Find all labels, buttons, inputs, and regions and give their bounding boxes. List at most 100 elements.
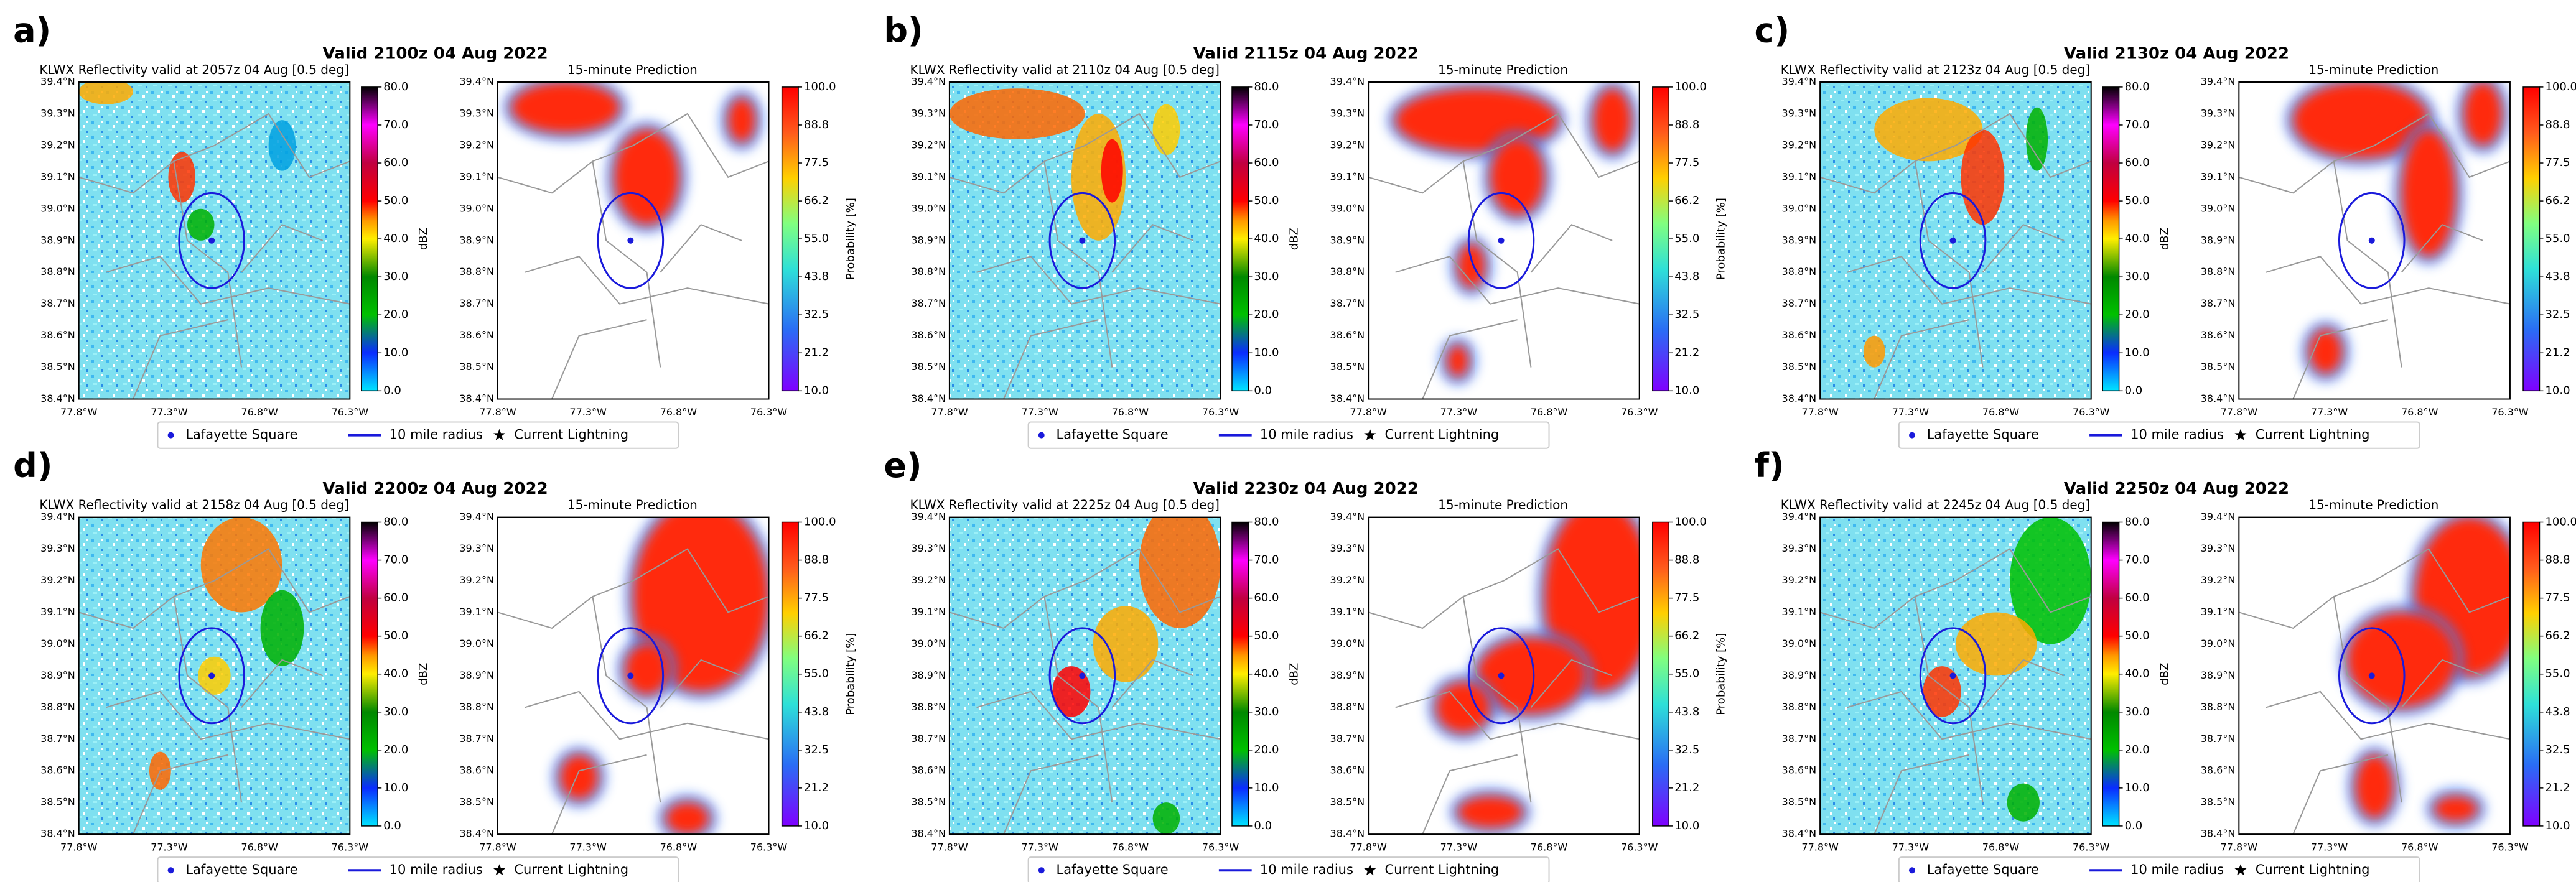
lon-tick-label: 76.8°W (1112, 842, 1149, 853)
lat-tick-label: 39.1°N (1782, 170, 1817, 182)
lat-tick-label: 38.4°N (1330, 392, 1365, 404)
lat-tick-label: 38.9°N (40, 669, 75, 681)
lat-tick-label: 39.3°N (1330, 542, 1365, 554)
colorbar-tick-label: 21.2 (804, 781, 829, 794)
map-prob (2239, 82, 2510, 399)
lat-tick-label: 38.4°N (1330, 828, 1365, 840)
lat-tick-label: 39.0°N (2201, 638, 2236, 649)
lat-tick-label: 38.6°N (40, 764, 75, 776)
lat-tick-label: 39.4°N (459, 76, 494, 88)
map-frame (1819, 81, 2092, 400)
panel-title: Valid 2200z 04 Aug 2022 (323, 480, 548, 498)
legend-label: 10 mile radius (1260, 862, 1353, 877)
colorbar-tick-label: 21.2 (2545, 346, 2570, 359)
location-point (1498, 237, 1505, 244)
radar-subtitle: KLWX Reflectivity valid at 2057z 04 Aug … (39, 62, 348, 77)
legend-label: Lafayette Square (185, 862, 297, 877)
lon-tick-label: 77.8°W (1801, 842, 1839, 853)
county-line (2239, 144, 2375, 194)
lat-tick-label: 38.7°N (459, 297, 494, 309)
colorbar-tick-label: 30.0 (2125, 705, 2150, 718)
lat-tick-label: 38.7°N (1782, 733, 1817, 745)
legend-box (1027, 856, 1550, 882)
colorbar-tick-label: 60.0 (383, 592, 408, 605)
colorbar-tick-label: 10.0 (804, 384, 829, 397)
lon-tick-label: 77.3°W (151, 406, 188, 418)
county-line (633, 548, 769, 613)
county-line (2292, 754, 2389, 835)
lat-tick-label: 38.5°N (1330, 361, 1365, 373)
storm-cell (1093, 606, 1159, 682)
lat-tick-label: 38.9°N (2201, 669, 2236, 681)
lon-tick-label: 76.8°W (1982, 842, 2020, 853)
lat-tick-label: 38.9°N (2201, 234, 2236, 246)
lat-tick-label: 38.5°N (1782, 361, 1817, 373)
lat-tick-label: 39.4°N (1330, 76, 1365, 88)
lon-tick-label: 76.8°W (2401, 406, 2438, 418)
lat-tick-label: 38.4°N (459, 828, 494, 840)
lat-tick-label: 39.3°N (1782, 107, 1817, 119)
colorbar-tick-label: 30.0 (383, 705, 408, 718)
radius-circle (2338, 192, 2406, 289)
map-frame (497, 81, 770, 400)
colorbar-tick-label: 70.0 (1254, 118, 1279, 131)
legend-box (157, 421, 679, 449)
lat-tick-label: 38.8°N (911, 701, 946, 713)
county-line (1003, 319, 1099, 399)
radius-circle (597, 192, 665, 289)
lon-tick-label: 77.8°W (2221, 842, 2258, 853)
lat-tick-label: 38.8°N (1330, 266, 1365, 277)
county-line (1982, 224, 2065, 273)
lat-tick-label: 38.8°N (40, 266, 75, 277)
lat-tick-label: 38.9°N (1330, 234, 1365, 246)
lon-tick-label: 76.8°W (1112, 406, 1149, 418)
lat-tick-label: 38.8°N (1330, 701, 1365, 713)
colorbar-tick-label: 88.8 (2545, 554, 2570, 567)
probability-area (1457, 243, 1485, 289)
panel-label: e) (884, 446, 922, 485)
probability-area (728, 98, 755, 142)
colorbar-tick-label: 55.0 (2545, 232, 2570, 245)
county-line (105, 690, 350, 740)
radius-circle (178, 627, 245, 725)
colorbar-tick-label: 80.0 (1254, 80, 1279, 93)
panel-label: a) (13, 11, 51, 50)
lat-tick-label: 38.4°N (40, 828, 75, 840)
radius-circle (597, 627, 665, 725)
lat-tick-label: 38.4°N (1782, 392, 1817, 404)
lat-tick-label: 39.1°N (911, 170, 946, 182)
colorbar-tick-label: 32.5 (2545, 308, 2570, 321)
colorbar-tick-label: 55.0 (1674, 232, 1699, 245)
colorbar-tick-label: 80.0 (1254, 516, 1279, 529)
county-line (1462, 596, 1532, 803)
lat-tick-label: 38.6°N (1330, 764, 1365, 776)
colorbar-label: dBZ (1287, 663, 1300, 685)
lat-tick-label: 38.6°N (1782, 329, 1817, 341)
lat-tick-label: 39.2°N (40, 139, 75, 151)
lon-tick-label: 77.3°W (1892, 842, 1930, 853)
colorbar-tick-label: 55.0 (1674, 667, 1699, 680)
colorbar-tick-label: 50.0 (383, 629, 408, 643)
legend-label: Current Lightning (1385, 862, 1500, 877)
colorbar-label: dBZ (1287, 228, 1300, 250)
colorbar-label: Probability [%] (1715, 198, 1728, 280)
prediction-subtitle: 15-minute Prediction (1438, 62, 1568, 77)
lon-tick-label: 76.3°W (1202, 406, 1239, 418)
storm-cell (1152, 802, 1180, 835)
colorbar-tick-label: 20.0 (2125, 743, 2150, 756)
probability-area (2434, 796, 2478, 822)
lat-tick-label: 39.0°N (459, 638, 494, 649)
probability-area (1490, 139, 1545, 215)
county-line (1874, 319, 1969, 399)
colorbar-tick-label: 66.2 (1674, 629, 1699, 643)
county-line (551, 319, 647, 399)
lat-tick-label: 39.2°N (1330, 139, 1365, 151)
radar-subtitle: KLWX Reflectivity valid at 2225z 04 Aug … (910, 498, 1220, 513)
colorbar-tick-label: 43.8 (1674, 270, 1699, 283)
county-line (1422, 754, 1518, 835)
colorbar-tick-label: 100.0 (1674, 80, 1707, 93)
colorbar-tick-label: 40.0 (383, 667, 408, 680)
legend-box (157, 856, 679, 882)
